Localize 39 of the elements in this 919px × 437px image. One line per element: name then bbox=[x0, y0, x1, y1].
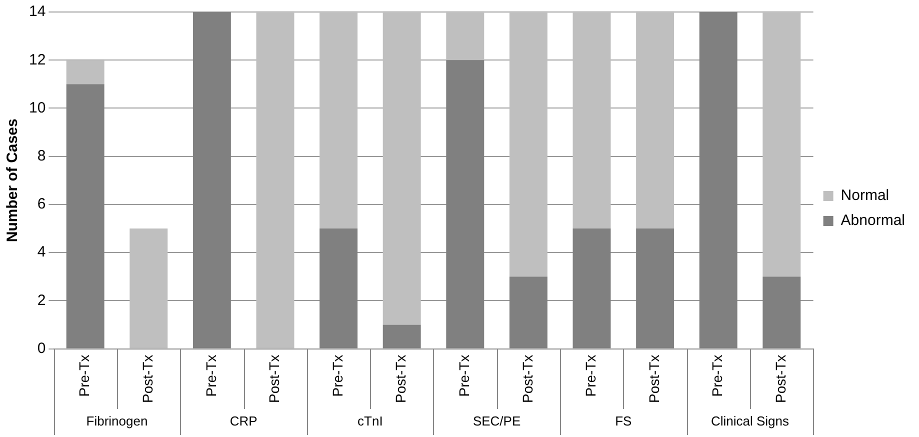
bar bbox=[636, 12, 674, 228]
y-tick-label: 4 bbox=[37, 244, 46, 261]
y-tick-label: 10 bbox=[28, 99, 46, 116]
text: Fibrinogen bbox=[86, 414, 148, 429]
x-tick-label: Post-Tx bbox=[519, 354, 536, 404]
bar bbox=[130, 228, 168, 348]
x-tick-label: Pre-Tx bbox=[456, 354, 472, 397]
x-tick-label: Pre-Tx bbox=[202, 354, 219, 397]
y-tick-label: 0 bbox=[37, 340, 46, 357]
bar bbox=[509, 12, 548, 277]
x-tick-label: Post-Tx bbox=[266, 354, 282, 404]
x-tick-label: Pre-Tx bbox=[329, 354, 346, 397]
text: cTnI bbox=[358, 414, 383, 429]
bar bbox=[572, 12, 611, 228]
x-tick-label: Pre-Tx bbox=[582, 354, 599, 397]
y-tick-label: 6 bbox=[37, 196, 46, 213]
text: FS bbox=[615, 414, 632, 429]
bar bbox=[320, 12, 358, 228]
bar bbox=[256, 12, 294, 348]
x-tick-label: Pre-Tx bbox=[709, 354, 726, 397]
x-tick-label: Pre-Tx bbox=[76, 354, 92, 397]
legend-label: Normal bbox=[840, 187, 890, 204]
bar bbox=[762, 12, 801, 277]
text: CRP bbox=[230, 414, 258, 429]
bar bbox=[66, 60, 104, 84]
y-axis-title: Number of Cases bbox=[4, 118, 22, 242]
bar bbox=[382, 12, 421, 325]
y-tick-label: 2 bbox=[37, 292, 46, 309]
text: SEC/PE bbox=[472, 414, 521, 429]
y-tick-label: 12 bbox=[28, 51, 46, 68]
x-tick-label: Post-Tx bbox=[646, 354, 662, 404]
y-tick-label: 14 bbox=[28, 3, 46, 20]
y-tick-label: 8 bbox=[37, 147, 46, 164]
x-tick-label: Post-Tx bbox=[139, 354, 156, 404]
x-tick-label: Post-Tx bbox=[772, 354, 789, 404]
x-tick-label: Post-Tx bbox=[392, 354, 409, 404]
bar bbox=[446, 12, 484, 60]
legend-label: Abnormal bbox=[840, 212, 906, 230]
text: Clinical Signs bbox=[710, 414, 790, 429]
